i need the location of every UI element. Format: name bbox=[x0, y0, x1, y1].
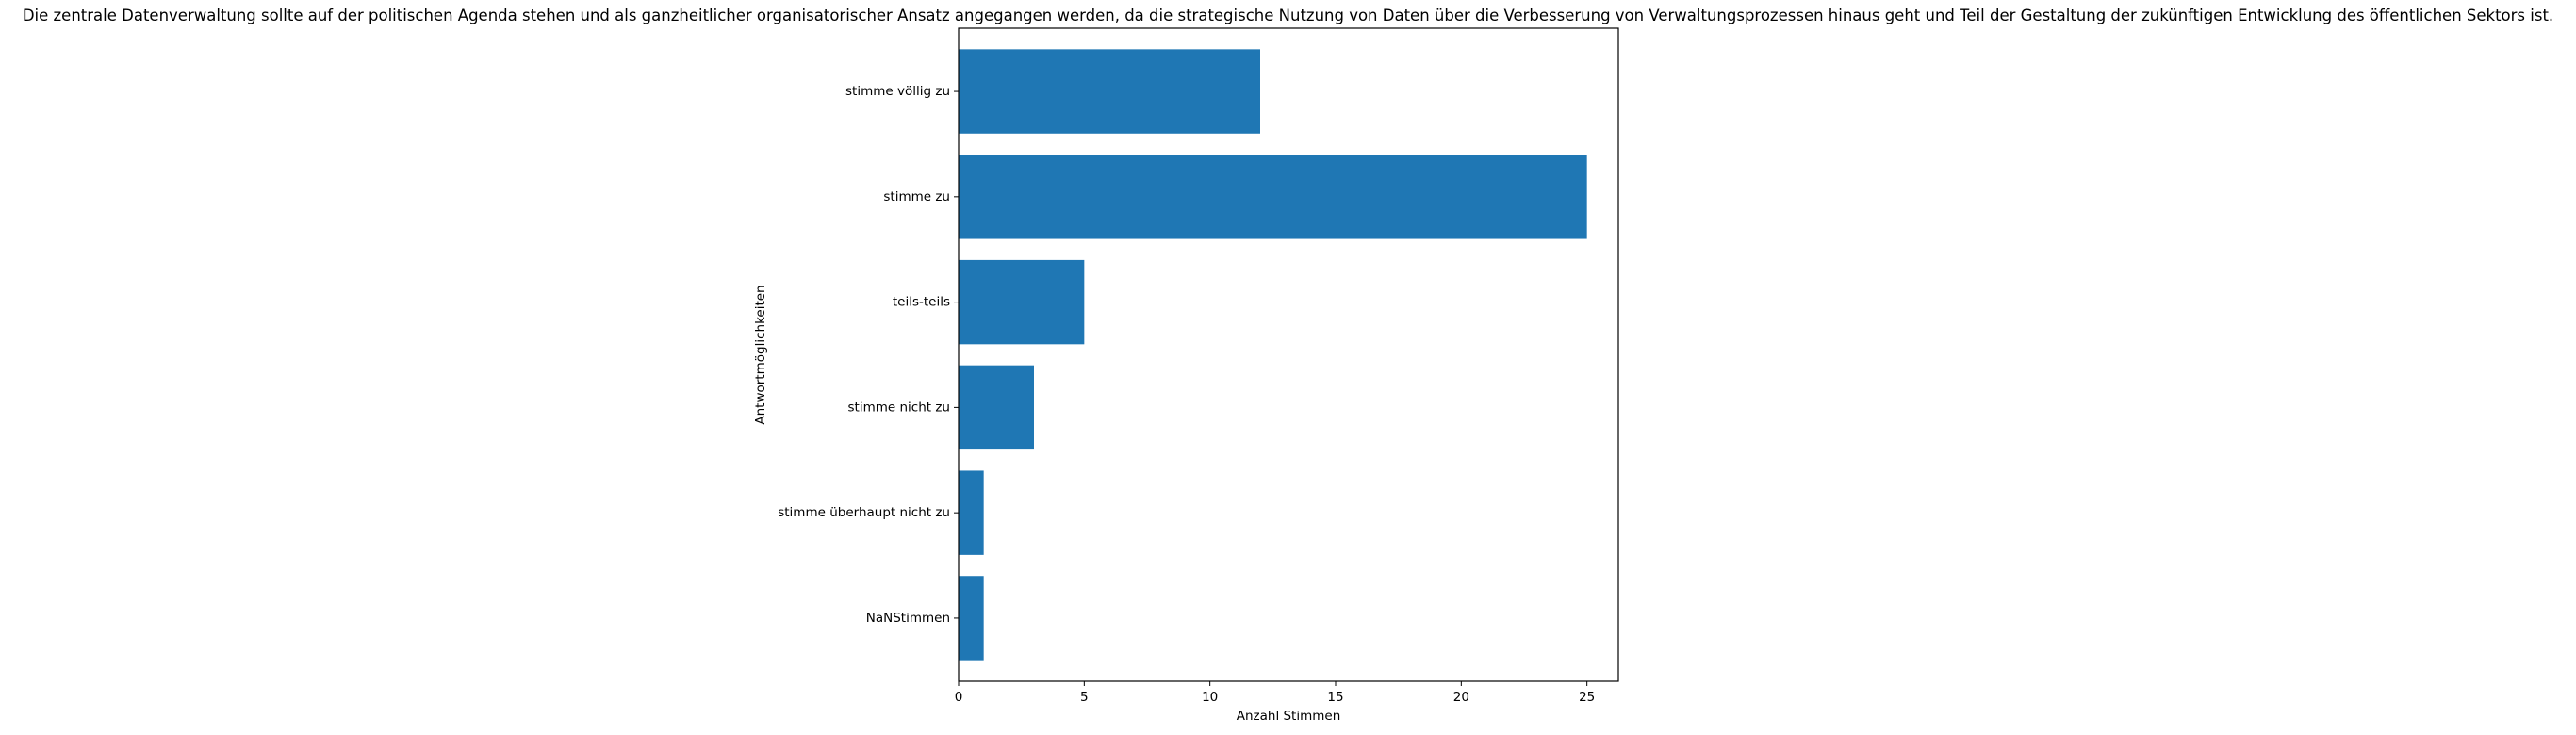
x-tick-label: 5 bbox=[1080, 690, 1089, 705]
x-tick-label: 25 bbox=[1579, 690, 1595, 705]
x-tick-label: 20 bbox=[1453, 690, 1469, 705]
y-tick-label: stimme zu bbox=[883, 189, 950, 204]
bar-stimme-zu bbox=[959, 155, 1587, 239]
x-axis-ticks: 0 5 10 15 20 25 bbox=[955, 681, 1595, 705]
x-tick-label: 10 bbox=[1202, 690, 1218, 705]
bar-teils-teils bbox=[959, 259, 1085, 345]
bar-stimme-völlig-zu bbox=[959, 49, 1260, 134]
y-tick-label: NaNStimmen bbox=[866, 611, 950, 626]
plot-frame bbox=[958, 27, 1619, 682]
y-tick-label: stimme nicht zu bbox=[848, 400, 951, 415]
chart-title: Die zentrale Datenverwaltung sollte auf … bbox=[23, 7, 2553, 24]
bar-stimme-überhaupt-nicht-zu bbox=[959, 470, 984, 555]
bar-nanstimmen bbox=[959, 576, 984, 661]
y-tick-label: stimme völlig zu bbox=[845, 84, 950, 99]
x-tick-label: 15 bbox=[1327, 690, 1343, 705]
x-axis-label: Anzahl Stimmen bbox=[1237, 709, 1341, 724]
bars-layer bbox=[959, 49, 1587, 661]
y-axis-ticks: stimme völlig zu stimme zu teils-teils stim… bbox=[778, 84, 959, 626]
y-tick-label: stimme überhaupt nicht zu bbox=[778, 505, 950, 520]
x-tick-label: 0 bbox=[955, 690, 963, 705]
y-tick-label: teils-teils bbox=[893, 295, 950, 310]
y-axis-label: Antwortmöglichkeiten bbox=[753, 285, 768, 424]
bar-stimme-nicht-zu bbox=[959, 365, 1034, 450]
